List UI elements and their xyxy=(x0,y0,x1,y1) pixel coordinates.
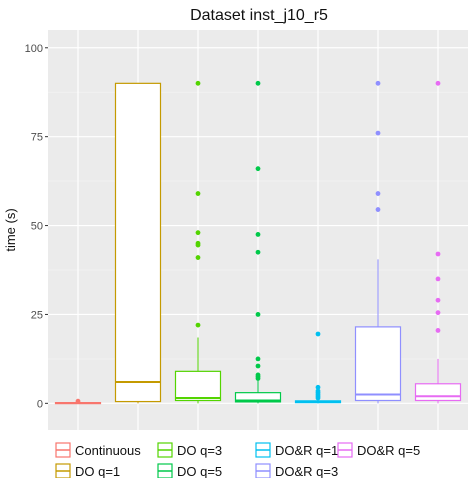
outlier-point xyxy=(255,312,261,317)
legend-label: DO q=5 xyxy=(177,464,222,478)
outlier-point xyxy=(435,80,441,86)
y-axis: 0 25 50 75 100 xyxy=(25,43,48,410)
box xyxy=(114,82,162,403)
y-tick-label: 75 xyxy=(31,132,43,144)
box-group xyxy=(294,331,342,404)
box-group xyxy=(354,80,402,404)
outlier-point xyxy=(255,80,261,86)
legend-entry: DO q=3 xyxy=(157,442,222,458)
legend-entry: DO&R q=5 xyxy=(337,442,420,458)
y-tick-label: 25 xyxy=(31,309,43,321)
outlier-point xyxy=(75,398,81,404)
box-group xyxy=(174,80,222,404)
outlier-point xyxy=(255,356,261,362)
y-tick-label: 0 xyxy=(37,398,43,410)
box-group xyxy=(54,398,102,405)
box-group xyxy=(234,80,282,404)
legend-label: DO&R q=1 xyxy=(275,443,338,458)
legend-label: Continuous xyxy=(75,443,141,458)
outlier-point xyxy=(375,130,381,136)
legend: Continuous DO q=1 DO q=3 DO q=5 DO&R q=1 DO&R… xyxy=(55,442,420,478)
box-group xyxy=(414,80,462,404)
outlier-point xyxy=(195,80,201,86)
outlier-point xyxy=(315,388,321,394)
outlier-point xyxy=(195,255,201,260)
outlier-point xyxy=(435,328,441,333)
outlier-point xyxy=(435,297,441,303)
outlier-point xyxy=(435,276,441,282)
y-tick-label: 100 xyxy=(25,43,43,55)
box xyxy=(414,383,462,402)
outlier-point xyxy=(375,191,381,196)
box-group xyxy=(114,82,162,404)
boxes-layer xyxy=(54,80,462,405)
outlier-point xyxy=(195,230,201,236)
outlier-point xyxy=(315,331,321,337)
legend-entry: Continuous xyxy=(55,442,141,458)
outlier-point xyxy=(255,363,261,369)
legend-label: DO q=3 xyxy=(177,443,222,458)
box xyxy=(354,326,402,402)
outlier-point xyxy=(195,240,201,246)
legend-entry: DO&R q=3 xyxy=(255,463,338,478)
outlier-point xyxy=(255,249,261,255)
y-axis-label: time (s) xyxy=(3,208,18,251)
legend-label: DO q=1 xyxy=(75,464,120,478)
legend-entry: DO&R q=1 xyxy=(255,442,338,458)
outlier-point xyxy=(435,251,441,257)
outlier-point xyxy=(195,322,201,328)
legend-entry: DO q=5 xyxy=(157,463,222,478)
y-tick-label: 50 xyxy=(31,221,43,233)
outlier-point xyxy=(255,232,261,237)
box xyxy=(234,392,282,403)
chart-title: Dataset inst_j10_r5 xyxy=(190,7,328,24)
legend-entry: DO q=1 xyxy=(55,463,120,478)
legend-label: DO&R q=3 xyxy=(275,464,338,478)
outlier-point xyxy=(435,310,441,316)
outlier-point xyxy=(375,80,381,86)
outlier-point xyxy=(315,384,321,390)
legend-label: DO&R q=5 xyxy=(357,443,420,458)
outlier-point xyxy=(255,372,261,378)
outlier-point xyxy=(255,166,261,172)
box xyxy=(174,370,222,402)
outlier-point xyxy=(375,207,381,212)
outlier-point xyxy=(195,191,201,196)
